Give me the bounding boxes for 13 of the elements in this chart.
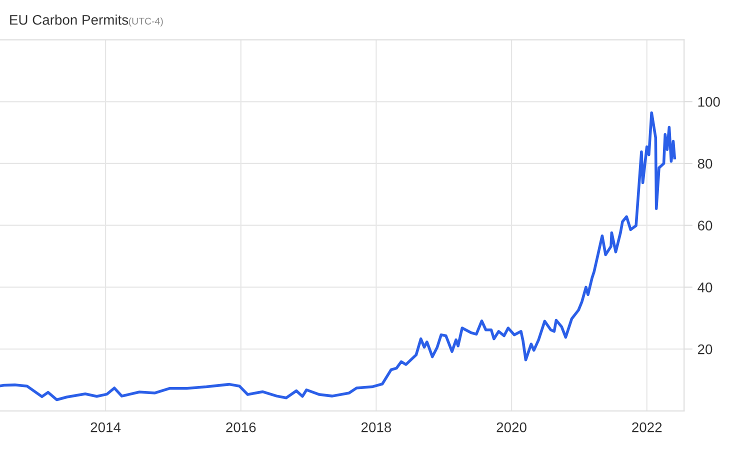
line-series [0, 111, 676, 402]
x-tick-label: 2014 [90, 422, 121, 432]
y-tick-label: 20 [698, 344, 712, 354]
x-tick-label: 2020 [496, 422, 526, 432]
y-tick-label: 100 [698, 96, 720, 107]
y-tick-label: 80 [698, 158, 712, 169]
chart-title: EU Carbon Permits [10, 14, 128, 25]
y-tick-label: 40 [698, 282, 712, 292]
y-tick-label: 60 [698, 220, 712, 231]
x-tick-label: 2022 [632, 422, 662, 432]
chart-subtitle: (UTC-4) [128, 17, 163, 27]
x-tick-label: 2018 [361, 422, 392, 432]
x-tick-label: 2016 [226, 422, 256, 432]
